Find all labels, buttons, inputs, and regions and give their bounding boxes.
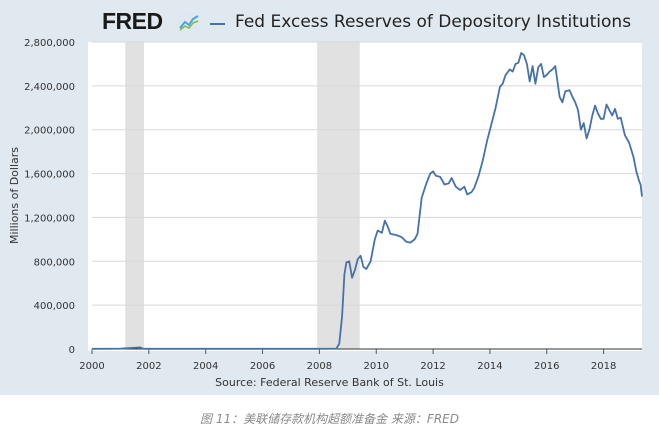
y-tick-label: 1,600,000 xyxy=(24,170,75,181)
source-note: Source: Federal Reserve Bank of St. Loui… xyxy=(215,376,444,389)
x-axis-tick-labels: 2000 2002 2004 2006 2008 2010 2012 2014 2016 2018 xyxy=(79,349,616,372)
recession-bands xyxy=(125,42,360,349)
x-tick-label: 2012 xyxy=(420,361,445,372)
x-tick-label: 2016 xyxy=(534,361,559,372)
y-tick-label: 1,200,000 xyxy=(24,213,75,224)
chart-title: Fed Excess Reserves of Depository Instit… xyxy=(235,12,632,32)
fred-logo: FRED xyxy=(102,8,163,34)
y-tick-label: 800,000 xyxy=(34,257,75,268)
line-chart: 0 400,000 800,000 1,200,000 1,600,000 2,000,0… xyxy=(8,38,643,372)
y-axis-tick-labels: 0 400,000 800,000 1,200,000 1,600,000 2,000,0… xyxy=(24,38,75,356)
y-tick-label: 2,800,000 xyxy=(24,38,75,49)
y-tick-label: 2,400,000 xyxy=(24,82,75,93)
series-line xyxy=(91,52,643,350)
figure-caption: 图 11：美联储存款机构超额准备金 来源：FRED xyxy=(200,412,459,426)
legend-line-swatch xyxy=(210,23,225,25)
x-tick-label: 2000 xyxy=(79,361,104,372)
chart-header: FRED Fed Excess Reserves of Depository I… xyxy=(0,6,659,38)
x-tick-label: 2002 xyxy=(136,361,161,372)
y-tick-label: 0 xyxy=(69,345,75,356)
y-tick-label: 400,000 xyxy=(34,301,75,312)
x-tick-label: 2014 xyxy=(477,361,502,372)
gridlines xyxy=(92,41,642,306)
x-tick-label: 2018 xyxy=(591,361,616,372)
y-axis-label: Millions of Dollars xyxy=(8,147,21,244)
plot-area xyxy=(88,42,642,351)
x-tick-label: 2004 xyxy=(193,361,218,372)
y-tick-label: 2,000,000 xyxy=(24,126,75,137)
x-tick-label: 2008 xyxy=(307,361,332,372)
recession-band-0 xyxy=(125,42,145,349)
x-tick-label: 2010 xyxy=(364,361,389,372)
trend-graph-icon xyxy=(178,12,200,32)
recession-band-1 xyxy=(317,42,360,349)
x-tick-label: 2006 xyxy=(250,361,275,372)
